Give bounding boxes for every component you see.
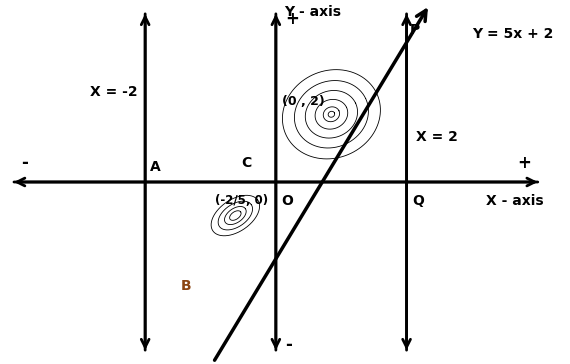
Text: -: - (285, 336, 292, 353)
Text: P: P (410, 23, 420, 37)
Text: B: B (181, 279, 192, 293)
Text: A: A (150, 160, 161, 174)
Text: C: C (241, 157, 251, 170)
Text: O: O (281, 194, 293, 207)
Text: X = -2: X = -2 (89, 85, 137, 99)
Text: Y - axis: Y - axis (284, 5, 341, 19)
Text: Q: Q (412, 194, 424, 207)
Text: X - axis: X - axis (486, 194, 544, 207)
Text: Y = 5x + 2: Y = 5x + 2 (472, 27, 553, 41)
Text: X = 2: X = 2 (416, 130, 458, 144)
Text: +: + (517, 154, 531, 172)
Text: (0 , 2): (0 , 2) (282, 95, 325, 108)
Text: +: + (285, 11, 299, 28)
Text: -: - (21, 154, 28, 172)
Text: (-2/5, 0): (-2/5, 0) (215, 194, 268, 207)
